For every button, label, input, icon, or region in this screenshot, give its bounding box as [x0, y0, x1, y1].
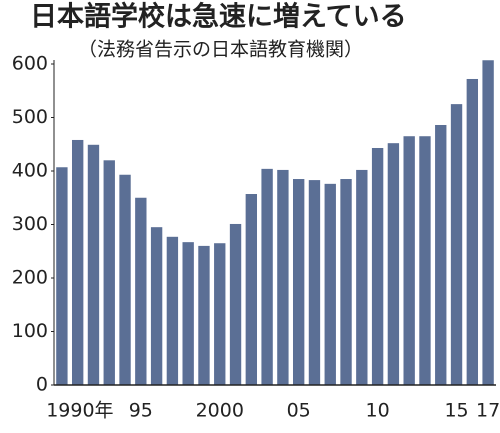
bar	[229, 223, 242, 385]
x-tick-label: 05	[287, 400, 311, 422]
bar	[340, 179, 352, 385]
bar	[87, 144, 100, 385]
bar	[261, 168, 273, 385]
bar	[71, 139, 84, 385]
bar	[482, 60, 494, 385]
chart-title: 日本語学校は急速に増えている	[30, 1, 407, 33]
y-tick-label: 600	[12, 53, 48, 75]
x-tick-label: 17	[476, 400, 500, 422]
bar	[182, 242, 194, 385]
bar	[435, 124, 447, 386]
y-tick-label: 400	[12, 160, 48, 182]
y-tick-label: 500	[12, 106, 48, 128]
x-tick-label: 95	[129, 400, 153, 422]
x-tick-label: 2000	[196, 400, 244, 422]
bar	[403, 136, 415, 385]
bar	[308, 180, 321, 385]
bar	[150, 227, 163, 385]
y-tick-label: 300	[12, 213, 48, 235]
y-tick-label: 200	[12, 267, 48, 289]
bar	[356, 169, 368, 385]
bar	[245, 194, 258, 385]
bar	[292, 179, 305, 385]
chart-subtitle: （法務省告示の日本語教育機関）	[78, 39, 363, 61]
bar	[56, 167, 68, 385]
bar	[371, 147, 384, 385]
y-tick-label: 0	[36, 374, 48, 396]
bar	[135, 197, 147, 385]
bar	[277, 169, 289, 385]
bar	[450, 104, 463, 385]
x-tick-label: 10	[366, 400, 390, 422]
x-tick-label: 1990年	[46, 400, 113, 422]
bar	[324, 183, 336, 385]
bar	[466, 78, 479, 385]
bar	[198, 245, 210, 385]
bar	[119, 174, 131, 385]
bar	[387, 143, 400, 385]
x-tick-label: 15	[444, 400, 468, 422]
y-tick-label: 100	[12, 320, 48, 342]
bar	[419, 136, 431, 385]
bar	[103, 160, 115, 385]
bar	[214, 243, 226, 385]
bar	[166, 236, 179, 385]
